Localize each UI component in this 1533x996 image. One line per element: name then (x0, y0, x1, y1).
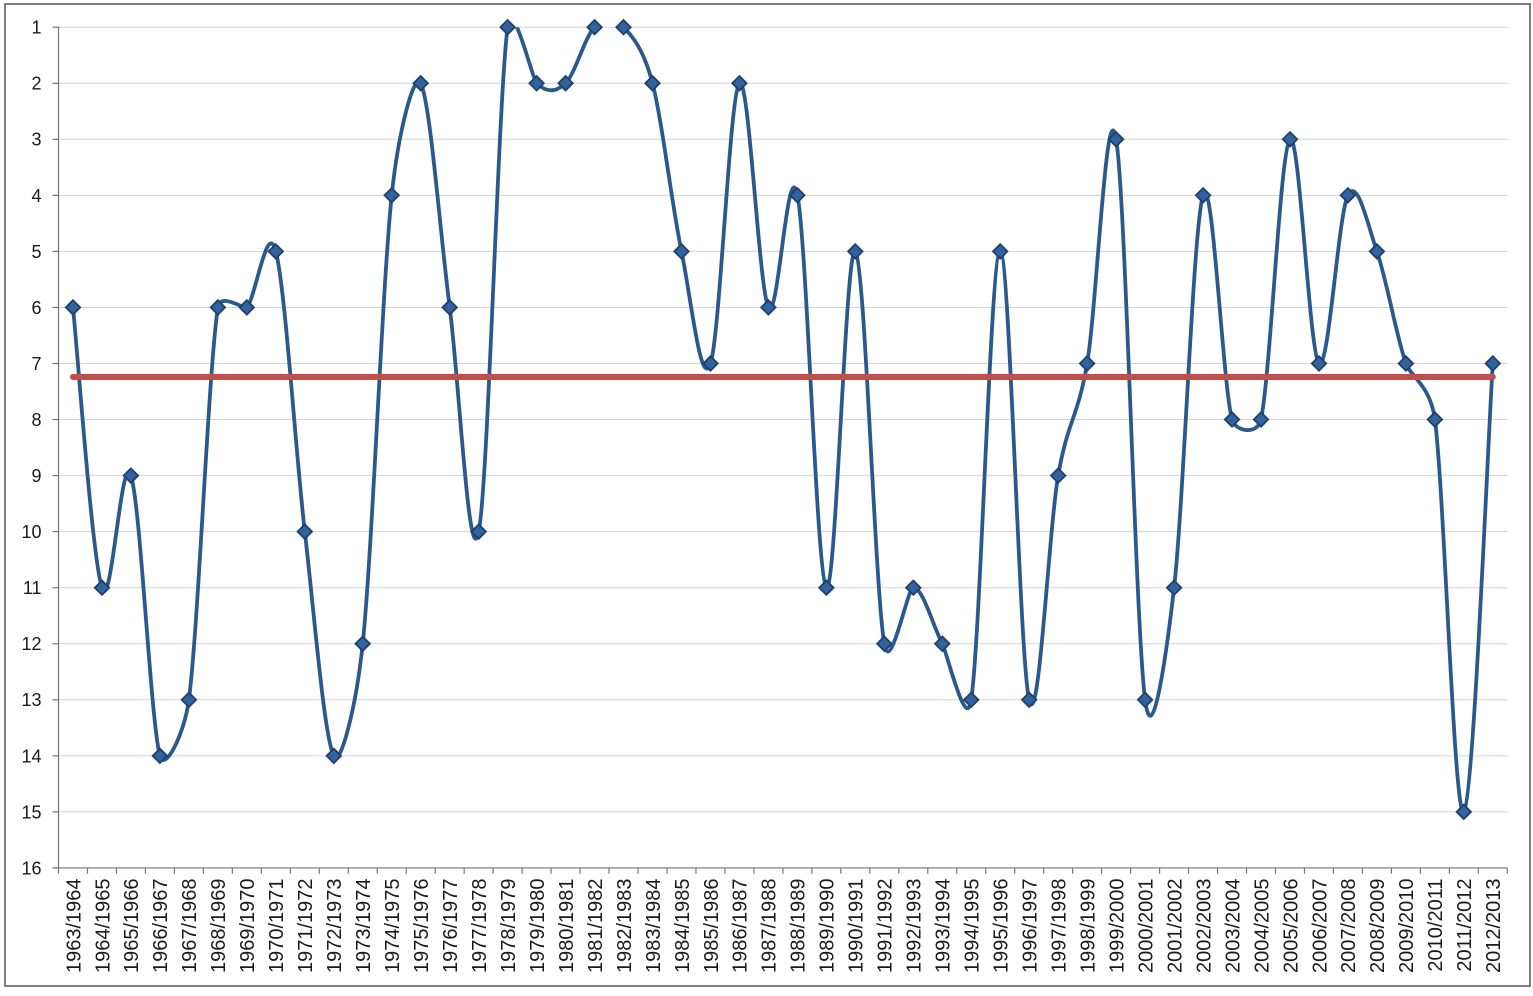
svg-text:8: 8 (31, 410, 41, 430)
svg-text:2012/2013: 2012/2013 (1483, 879, 1505, 974)
svg-text:2011/2012: 2011/2012 (1454, 879, 1476, 972)
svg-text:1990/1991: 1990/1991 (846, 879, 868, 974)
svg-text:2001/2002: 2001/2002 (1164, 879, 1186, 974)
svg-text:2000/2001: 2000/2001 (1135, 879, 1157, 974)
svg-text:10: 10 (21, 522, 41, 542)
svg-text:1982/1983: 1982/1983 (614, 879, 636, 974)
svg-text:1965/1966: 1965/1966 (121, 879, 143, 974)
svg-text:11: 11 (23, 578, 42, 598)
svg-text:1988/1989: 1988/1989 (788, 879, 810, 974)
svg-text:1993/1994: 1993/1994 (933, 879, 955, 974)
svg-text:1999/2000: 1999/2000 (1106, 879, 1128, 974)
svg-text:2004/2005: 2004/2005 (1251, 879, 1273, 974)
svg-text:1971/1972: 1971/1972 (295, 879, 317, 974)
svg-text:3: 3 (31, 130, 41, 150)
svg-text:2010/2011: 2010/2011 (1425, 879, 1447, 972)
svg-text:1966/1967: 1966/1967 (150, 879, 172, 974)
svg-text:1973/1974: 1973/1974 (353, 879, 375, 974)
svg-text:2006/2007: 2006/2007 (1309, 879, 1331, 974)
svg-text:1996/1997: 1996/1997 (1020, 879, 1042, 974)
svg-text:1997/1998: 1997/1998 (1048, 879, 1070, 974)
svg-text:1969/1970: 1969/1970 (237, 879, 259, 974)
svg-text:2008/2009: 2008/2009 (1367, 879, 1389, 974)
svg-text:1987/1988: 1987/1988 (759, 879, 781, 974)
svg-text:5: 5 (31, 242, 41, 262)
svg-text:1964/1965: 1964/1965 (92, 879, 114, 974)
svg-text:1994/1995: 1994/1995 (962, 879, 984, 974)
svg-text:14: 14 (21, 746, 41, 766)
svg-text:7: 7 (31, 354, 41, 374)
svg-text:1970/1971: 1970/1971 (266, 879, 288, 974)
svg-text:1992/1993: 1992/1993 (904, 879, 926, 974)
svg-text:1981/1982: 1981/1982 (585, 879, 607, 974)
svg-text:9: 9 (31, 466, 41, 486)
svg-text:16: 16 (21, 858, 41, 878)
svg-text:2003/2004: 2003/2004 (1222, 879, 1244, 974)
svg-text:13: 13 (21, 690, 41, 710)
svg-text:1974/1975: 1974/1975 (382, 879, 404, 974)
svg-text:1963/1964: 1963/1964 (63, 879, 85, 974)
svg-text:2002/2003: 2002/2003 (1193, 879, 1215, 974)
svg-text:1976/1977: 1976/1977 (440, 879, 462, 974)
svg-text:4: 4 (31, 186, 41, 206)
svg-text:1991/1992: 1991/1992 (875, 879, 897, 974)
svg-text:1986/1987: 1986/1987 (730, 879, 752, 974)
svg-text:2005/2006: 2005/2006 (1280, 879, 1302, 974)
svg-text:1978/1979: 1978/1979 (498, 879, 520, 974)
svg-text:2: 2 (31, 74, 41, 94)
svg-text:6: 6 (31, 298, 41, 318)
svg-text:15: 15 (21, 802, 41, 822)
svg-text:1984/1985: 1984/1985 (672, 879, 694, 974)
svg-text:1967/1968: 1967/1968 (179, 879, 201, 974)
svg-text:2009/2010: 2009/2010 (1396, 879, 1418, 974)
svg-text:1985/1986: 1985/1986 (701, 879, 723, 974)
svg-text:1972/1973: 1972/1973 (324, 879, 346, 974)
svg-text:2007/2008: 2007/2008 (1338, 879, 1360, 974)
svg-text:1979/1980: 1979/1980 (527, 879, 549, 974)
svg-text:1: 1 (31, 18, 41, 38)
svg-text:1968/1969: 1968/1969 (208, 879, 230, 974)
svg-text:1980/1981: 1980/1981 (556, 879, 578, 974)
svg-text:1989/1990: 1989/1990 (817, 879, 839, 974)
svg-text:1995/1996: 1995/1996 (991, 879, 1013, 974)
svg-text:1998/1999: 1998/1999 (1077, 879, 1099, 974)
svg-text:1977/1978: 1977/1978 (469, 879, 491, 974)
svg-text:1983/1984: 1983/1984 (643, 879, 665, 974)
svg-text:12: 12 (21, 634, 41, 654)
svg-text:1975/1976: 1975/1976 (411, 879, 433, 974)
